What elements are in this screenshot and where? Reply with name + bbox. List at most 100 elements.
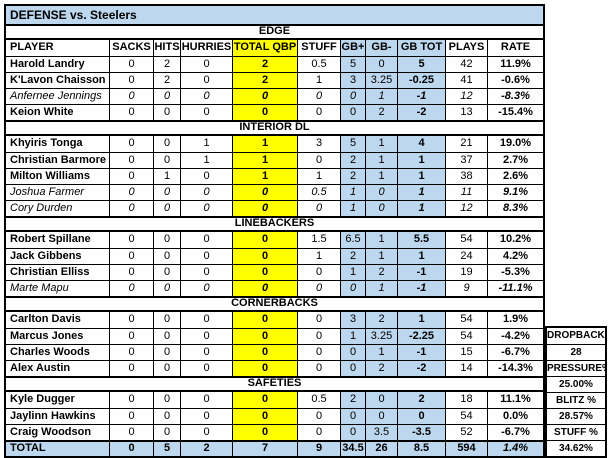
stat-cell[interactable]: 54 [446, 312, 488, 328]
stat-cell[interactable]: 0 [233, 392, 298, 408]
stat-cell[interactable]: 0 [154, 329, 181, 344]
player-name-cell[interactable]: Christian Elliss [6, 265, 110, 280]
stat-cell[interactable]: 1 [366, 249, 398, 264]
stat-cell[interactable]: 0.0% [502, 410, 529, 422]
stat-cell[interactable]: 19 [446, 265, 488, 280]
stat-cell[interactable]: 1 [366, 232, 398, 248]
total-stat-cell[interactable]: 594 [446, 442, 488, 456]
stat-cell[interactable]: 0 [154, 105, 181, 120]
stat-cell[interactable]: 1 [341, 185, 366, 200]
stat-cell[interactable]: 2 [366, 105, 398, 120]
stat-cell[interactable]: 0 [233, 265, 298, 280]
stat-cell[interactable]: 5 [398, 57, 446, 72]
player-name-cell[interactable]: Robert Spillane [6, 232, 110, 248]
stat-cell[interactable]: 3.5 [366, 425, 398, 440]
column-header[interactable]: HITS [154, 40, 181, 56]
stat-cell[interactable]: 0 [110, 425, 154, 440]
stat-cell[interactable]: 0.5 [298, 57, 341, 72]
stat-cell[interactable]: 0 [110, 136, 154, 152]
stat-cell[interactable]: 0 [181, 73, 233, 88]
stat-cell[interactable]: 0 [154, 281, 181, 296]
stat-cell[interactable]: -1 [398, 265, 446, 280]
stat-cell[interactable]: 2 [233, 57, 298, 72]
stat-cell[interactable]: 0 [181, 232, 233, 248]
stat-cell[interactable]: 0 [366, 409, 398, 424]
stat-cell[interactable]: 5 [341, 57, 366, 72]
stat-cell[interactable]: 0.5 [298, 392, 341, 408]
stat-cell[interactable]: 11 [446, 185, 488, 200]
stat-cell[interactable]: 1 [181, 153, 233, 168]
player-name-cell[interactable]: Jack Gibbens [6, 249, 110, 264]
section-header-interior-dl[interactable]: INTERIOR DL [6, 120, 543, 136]
column-header[interactable]: SACKS [110, 40, 154, 56]
stat-cell[interactable]: 42 [446, 57, 488, 72]
stat-cell[interactable]: 0 [298, 89, 341, 104]
stat-cell[interactable]: 3.25 [366, 329, 398, 344]
stat-cell[interactable]: 0 [298, 329, 341, 344]
stat-cell[interactable]: 0 [233, 329, 298, 344]
stat-cell[interactable]: 2 [341, 392, 366, 408]
player-name-cell[interactable]: Joshua Farmer [6, 185, 110, 200]
stat-cell[interactable]: 0 [366, 57, 398, 72]
stat-cell[interactable]: 0 [181, 185, 233, 200]
stat-cell[interactable]: 0 [233, 201, 298, 216]
stat-cell[interactable]: 0 [233, 345, 298, 360]
stat-cell[interactable]: 0 [233, 249, 298, 264]
total-stat-cell[interactable]: 9 [298, 442, 341, 456]
stat-cell[interactable]: 0 [110, 232, 154, 248]
total-label-cell[interactable]: TOTAL [6, 442, 110, 456]
stat-cell[interactable]: 4 [398, 136, 446, 152]
stat-cell[interactable]: 1 [341, 329, 366, 344]
stat-cell[interactable]: 0 [341, 425, 366, 440]
stat-cell[interactable]: 1 [154, 169, 181, 184]
section-header-cornerbacks[interactable]: CORNERBACKS [6, 296, 543, 312]
stat-cell[interactable]: 0 [233, 425, 298, 440]
total-stat-cell[interactable]: 0 [110, 442, 154, 456]
player-name-cell[interactable]: Charles Woods [6, 345, 110, 360]
player-name-cell[interactable]: Carlton Davis [6, 312, 110, 328]
stat-cell[interactable]: 0 [154, 232, 181, 248]
column-header[interactable]: RATE [500, 41, 531, 53]
stat-cell[interactable]: 4.2% [502, 250, 529, 262]
stat-cell[interactable]: -6.7% [501, 346, 530, 358]
stat-cell[interactable]: 0 [298, 425, 341, 440]
stat-cell[interactable]: 0 [110, 185, 154, 200]
player-name-cell[interactable]: Milton Williams [6, 169, 110, 184]
stat-cell[interactable]: -4.2% [501, 330, 530, 342]
stat-cell[interactable]: 0 [110, 312, 154, 328]
stat-cell[interactable]: 0 [181, 57, 233, 72]
player-name-cell[interactable]: Christian Barmore [6, 153, 110, 168]
stat-cell[interactable]: 0 [233, 409, 298, 424]
stat-cell[interactable]: 5 [341, 136, 366, 152]
stat-cell[interactable]: 1.9% [502, 313, 529, 325]
stat-cell[interactable]: 1 [341, 265, 366, 280]
stat-cell[interactable]: 0 [110, 105, 154, 120]
stat-cell[interactable]: 0 [110, 265, 154, 280]
stat-cell[interactable]: 0 [110, 345, 154, 360]
stat-cell[interactable]: 2 [341, 249, 366, 264]
stat-cell[interactable]: 3 [341, 73, 366, 88]
stat-cell[interactable]: 5.5 [398, 232, 446, 248]
stat-cell[interactable]: 1 [398, 249, 446, 264]
stat-cell[interactable]: 0 [366, 185, 398, 200]
stat-cell[interactable]: 0 [154, 89, 181, 104]
stat-cell[interactable]: 18 [446, 392, 488, 408]
stat-cell[interactable]: 0 [181, 345, 233, 360]
stat-cell[interactable]: 1 [398, 312, 446, 328]
total-stat-cell[interactable]: 26 [366, 442, 398, 456]
stat-cell[interactable]: 0 [181, 89, 233, 104]
stat-cell[interactable]: 0 [298, 312, 341, 328]
summary-cell[interactable]: DROPBACKS [547, 330, 605, 341]
stat-cell[interactable]: 0 [154, 136, 181, 152]
stat-cell[interactable]: 0 [154, 409, 181, 424]
stat-cell[interactable]: 2 [366, 265, 398, 280]
stat-cell[interactable]: 1 [398, 153, 446, 168]
column-header[interactable]: PLAYS [446, 40, 488, 56]
stat-cell[interactable]: 10.2% [499, 233, 532, 245]
stat-cell[interactable]: -15.4% [498, 106, 533, 118]
stat-cell[interactable]: -11.1% [498, 282, 533, 294]
stat-cell[interactable]: 2 [154, 73, 181, 88]
stat-cell[interactable]: 0 [181, 249, 233, 264]
stat-cell[interactable]: 8.3% [502, 202, 529, 214]
stat-cell[interactable]: 1 [233, 153, 298, 168]
